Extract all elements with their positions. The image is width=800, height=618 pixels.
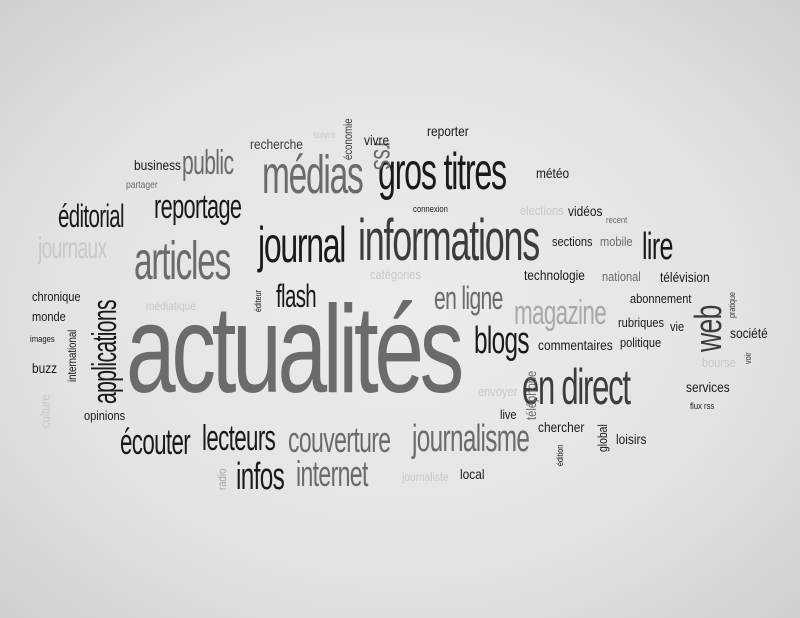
- word-flash: flash: [276, 278, 317, 314]
- word-mobile: mobile: [600, 234, 633, 249]
- word-vivre: vivre: [364, 132, 390, 148]
- word-telephone: téléphone: [523, 370, 539, 420]
- word-suivre: suivre: [313, 130, 336, 141]
- word-abonnement: abonnement: [630, 291, 692, 306]
- word-bourse: bourse: [702, 355, 736, 370]
- word-television: télévision: [660, 269, 710, 285]
- word-magazine: magazine: [514, 294, 607, 332]
- word-medias: médias: [262, 145, 364, 205]
- word-live: live: [500, 407, 517, 422]
- word-meteo: météo: [536, 165, 570, 181]
- word-reportage: reportage: [154, 188, 242, 226]
- word-global: global: [595, 424, 610, 452]
- word-national: national: [602, 269, 641, 284]
- word-lire: lire: [642, 226, 673, 268]
- word-articles: articles: [134, 231, 231, 291]
- word-economie: économie: [341, 118, 355, 160]
- word-videos: vidéos: [568, 203, 603, 219]
- word-connexion: connexion: [413, 204, 448, 214]
- word-business: business: [134, 157, 181, 173]
- word-blogs: blogs: [474, 320, 530, 362]
- word-categories: catégories: [370, 267, 421, 282]
- word-reporter: reporter: [427, 123, 469, 139]
- word-flux-rss: flux rss: [690, 401, 715, 411]
- word-gros-titres: gros titres: [378, 143, 507, 201]
- word-recent: recent: [606, 215, 628, 225]
- word-editorial: éditorial: [58, 198, 125, 234]
- word-services: services: [686, 379, 730, 395]
- word-recherche: recherche: [250, 136, 303, 152]
- word-journal: journal: [258, 217, 346, 273]
- word-vie: vie: [670, 319, 685, 334]
- word-voir: voir: [743, 352, 753, 364]
- word-envoyer: envoyer: [478, 384, 518, 399]
- word-public: public: [182, 144, 234, 182]
- word-applications: applications: [86, 300, 124, 404]
- word-informations: informations: [358, 208, 540, 273]
- word-societe: société: [730, 325, 768, 341]
- word-journalisme: journalisme: [412, 418, 530, 460]
- word-ecouter: écouter: [120, 421, 191, 462]
- word-loisirs: loisirs: [616, 431, 647, 447]
- word-web: web: [688, 305, 730, 352]
- word-mediatique: médiatique: [146, 299, 196, 313]
- word-edition: édition: [555, 444, 565, 466]
- word-rubriques: rubriques: [618, 315, 665, 330]
- word-couverture: couverture: [288, 419, 391, 460]
- word-opinions: opinions: [84, 408, 126, 423]
- word-chercher: chercher: [538, 419, 585, 435]
- word-en-direct: en direct: [522, 359, 631, 415]
- word-actualites: actualités: [126, 281, 464, 419]
- word-infos: infos: [236, 456, 285, 498]
- word-images: images: [30, 334, 55, 344]
- word-culture: culture: [37, 394, 53, 428]
- word-pratique: pratique: [727, 291, 737, 318]
- word-monde: monde: [32, 309, 66, 324]
- word-elections: elections: [520, 203, 564, 218]
- word-local: local: [460, 466, 485, 482]
- word-internet: internet: [296, 453, 368, 494]
- word-technologie: technologie: [524, 267, 585, 283]
- word-commentaires: commentaires: [538, 337, 613, 353]
- word-international: international: [65, 329, 79, 382]
- word-radio: radio: [215, 468, 229, 490]
- word-chronique: chronique: [32, 289, 81, 304]
- word-journaliste: journaliste: [402, 470, 449, 484]
- word-en-ligne: en ligne: [434, 280, 503, 316]
- word-partager: partager: [126, 180, 158, 191]
- word-buzz: buzz: [32, 360, 58, 376]
- word-lecteurs: lecteurs: [202, 417, 276, 458]
- word-journaux: journaux: [38, 232, 107, 265]
- word-editeur: éditeur: [253, 289, 263, 312]
- word-politique: politique: [620, 335, 662, 350]
- word-sections: sections: [552, 234, 593, 249]
